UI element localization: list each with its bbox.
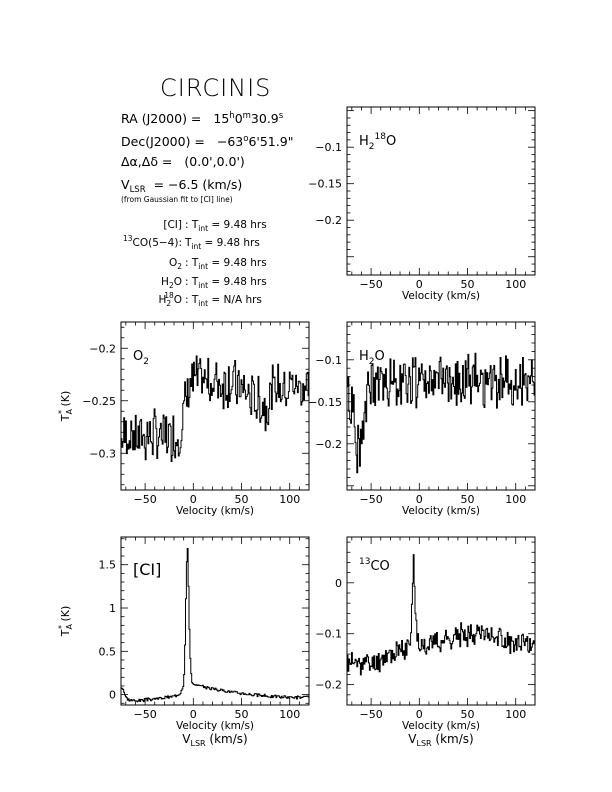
y-axis-label: TA* (K) <box>57 606 74 638</box>
x-axis-caption: Velocity (km/s) <box>402 720 480 732</box>
species-label: 13CO <box>359 557 390 574</box>
y-tick-label: −0.1 <box>315 141 342 154</box>
integration-time-0: : Tint = 9.48 hrs <box>185 219 267 233</box>
x-tick-label: 0 <box>416 708 423 721</box>
x-axis-label: Velocity (km/s) <box>402 505 480 517</box>
y-tick-label: −0.15 <box>308 396 342 409</box>
fit-note: (from Gaussian fit to [CI] line) <box>121 195 233 204</box>
panel-o2-spectrum: −50 0 50 100 −0.2 −0.25 −0.3 Velocity (km/s) TA*… <box>57 321 310 517</box>
x-tick-label: −50 <box>359 278 382 291</box>
spectrum-line-h2o <box>347 352 536 474</box>
integration-time-3: : Tint = 9.48 hrs <box>185 276 267 290</box>
x-axis-label: Velocity (km/s) <box>402 290 480 302</box>
y-tick-label: −0.2 <box>315 214 342 227</box>
spectrum-line-ci <box>121 548 309 703</box>
y-tick-label: −0.2 <box>315 438 342 451</box>
y-tick-label: −0.1 <box>315 628 342 641</box>
x-tick-label: 50 <box>235 708 249 721</box>
species-label: O2 <box>133 349 149 367</box>
x-tick-label: 0 <box>190 493 197 506</box>
x-tick-label: −50 <box>359 708 382 721</box>
offset-line: Δα,Δδ = (0.0',0.0') <box>121 154 245 169</box>
x-tick-label: −50 <box>359 493 382 506</box>
panel-h2o-spectrum: −50 0 50 100 −0.1 −0.15 −0.2 Velocity (km/s) H2O <box>308 321 536 517</box>
x-tick-label: 0 <box>190 708 197 721</box>
x-tick-label: 0 <box>416 493 423 506</box>
dec-line: Dec(J2000) = −63o6'51.9" <box>121 134 293 149</box>
y-tick-label: 0 <box>109 689 116 702</box>
integration-species-1: 13CO(5−4): <box>123 234 182 249</box>
integration-species-3: H2O <box>161 276 182 290</box>
x-tick-label: 100 <box>279 493 300 506</box>
plot-frame <box>120 536 310 706</box>
x-axis-label: VLSR (km/s) <box>408 732 473 748</box>
species-label: H218O <box>359 132 396 152</box>
y-tick-label: 1 <box>109 602 116 615</box>
source-title: CIRCINIS <box>160 74 271 102</box>
x-tick-label: −50 <box>133 493 156 506</box>
integration-time-2: : Tint = 9.48 hrs <box>185 257 267 271</box>
x-tick-label: 50 <box>461 708 475 721</box>
plot-frame <box>346 321 536 491</box>
ra-line: RA (J2000) = 15h0m30.9s <box>121 111 284 126</box>
y-tick-label: −0.3 <box>89 447 116 460</box>
y-tick-label: 0 <box>335 577 342 590</box>
panel-ci-spectrum: −50 0 50 100 0 0.5 1 1.5 VLSR (km/s)Velocity (km… <box>57 536 310 748</box>
species-label: [CI] <box>133 560 161 579</box>
y-tick-label: −0.2 <box>89 342 116 355</box>
x-axis-caption: Velocity (km/s) <box>176 720 254 732</box>
x-tick-label: 50 <box>461 278 475 291</box>
x-tick-label: 100 <box>505 278 526 291</box>
vlsr-line: VLSR = −6.5 (km/s) <box>121 177 242 195</box>
spectrum-line-o2 <box>121 355 310 462</box>
plot-frame <box>120 321 310 491</box>
integration-species-2: O2 <box>169 257 182 271</box>
x-tick-label: 50 <box>461 493 475 506</box>
integration-species-4: H218O <box>159 291 183 308</box>
x-axis-label: VLSR (km/s) <box>182 732 247 748</box>
plot-frame <box>346 536 536 706</box>
x-tick-label: 100 <box>279 708 300 721</box>
integration-species-0: [CI] <box>163 219 182 231</box>
y-tick-label: 1.5 <box>99 559 117 572</box>
x-tick-label: 0 <box>416 278 423 291</box>
x-tick-label: −50 <box>133 708 156 721</box>
y-tick-label: −0.2 <box>315 679 342 692</box>
x-tick-label: 100 <box>505 708 526 721</box>
x-tick-label: 50 <box>235 493 249 506</box>
x-tick-label: 100 <box>505 493 526 506</box>
y-axis-label: TA* (K) <box>57 391 74 423</box>
panel-13co-spectrum: −50 0 50 100 0 −0.1 −0.2 VLSR (km/s)Velocity (k… <box>315 536 536 748</box>
spectrum-line-co13 <box>347 554 536 676</box>
y-tick-label: −0.1 <box>315 354 342 367</box>
species-label: H2O <box>359 349 385 367</box>
y-tick-label: −0.15 <box>308 178 342 191</box>
panel-h218o-spectrum: −50 0 50 100 −0.1 −0.15 −0.2 Velocity (km/s) H21… <box>308 106 536 302</box>
x-axis-label: Velocity (km/s) <box>176 505 254 517</box>
integration-time-4: : Tint = N/A hrs <box>185 294 262 308</box>
y-tick-label: 0.5 <box>99 645 117 658</box>
y-tick-label: −0.25 <box>82 395 116 408</box>
integration-time-1: Tint = 9.48 hrs <box>184 237 260 251</box>
